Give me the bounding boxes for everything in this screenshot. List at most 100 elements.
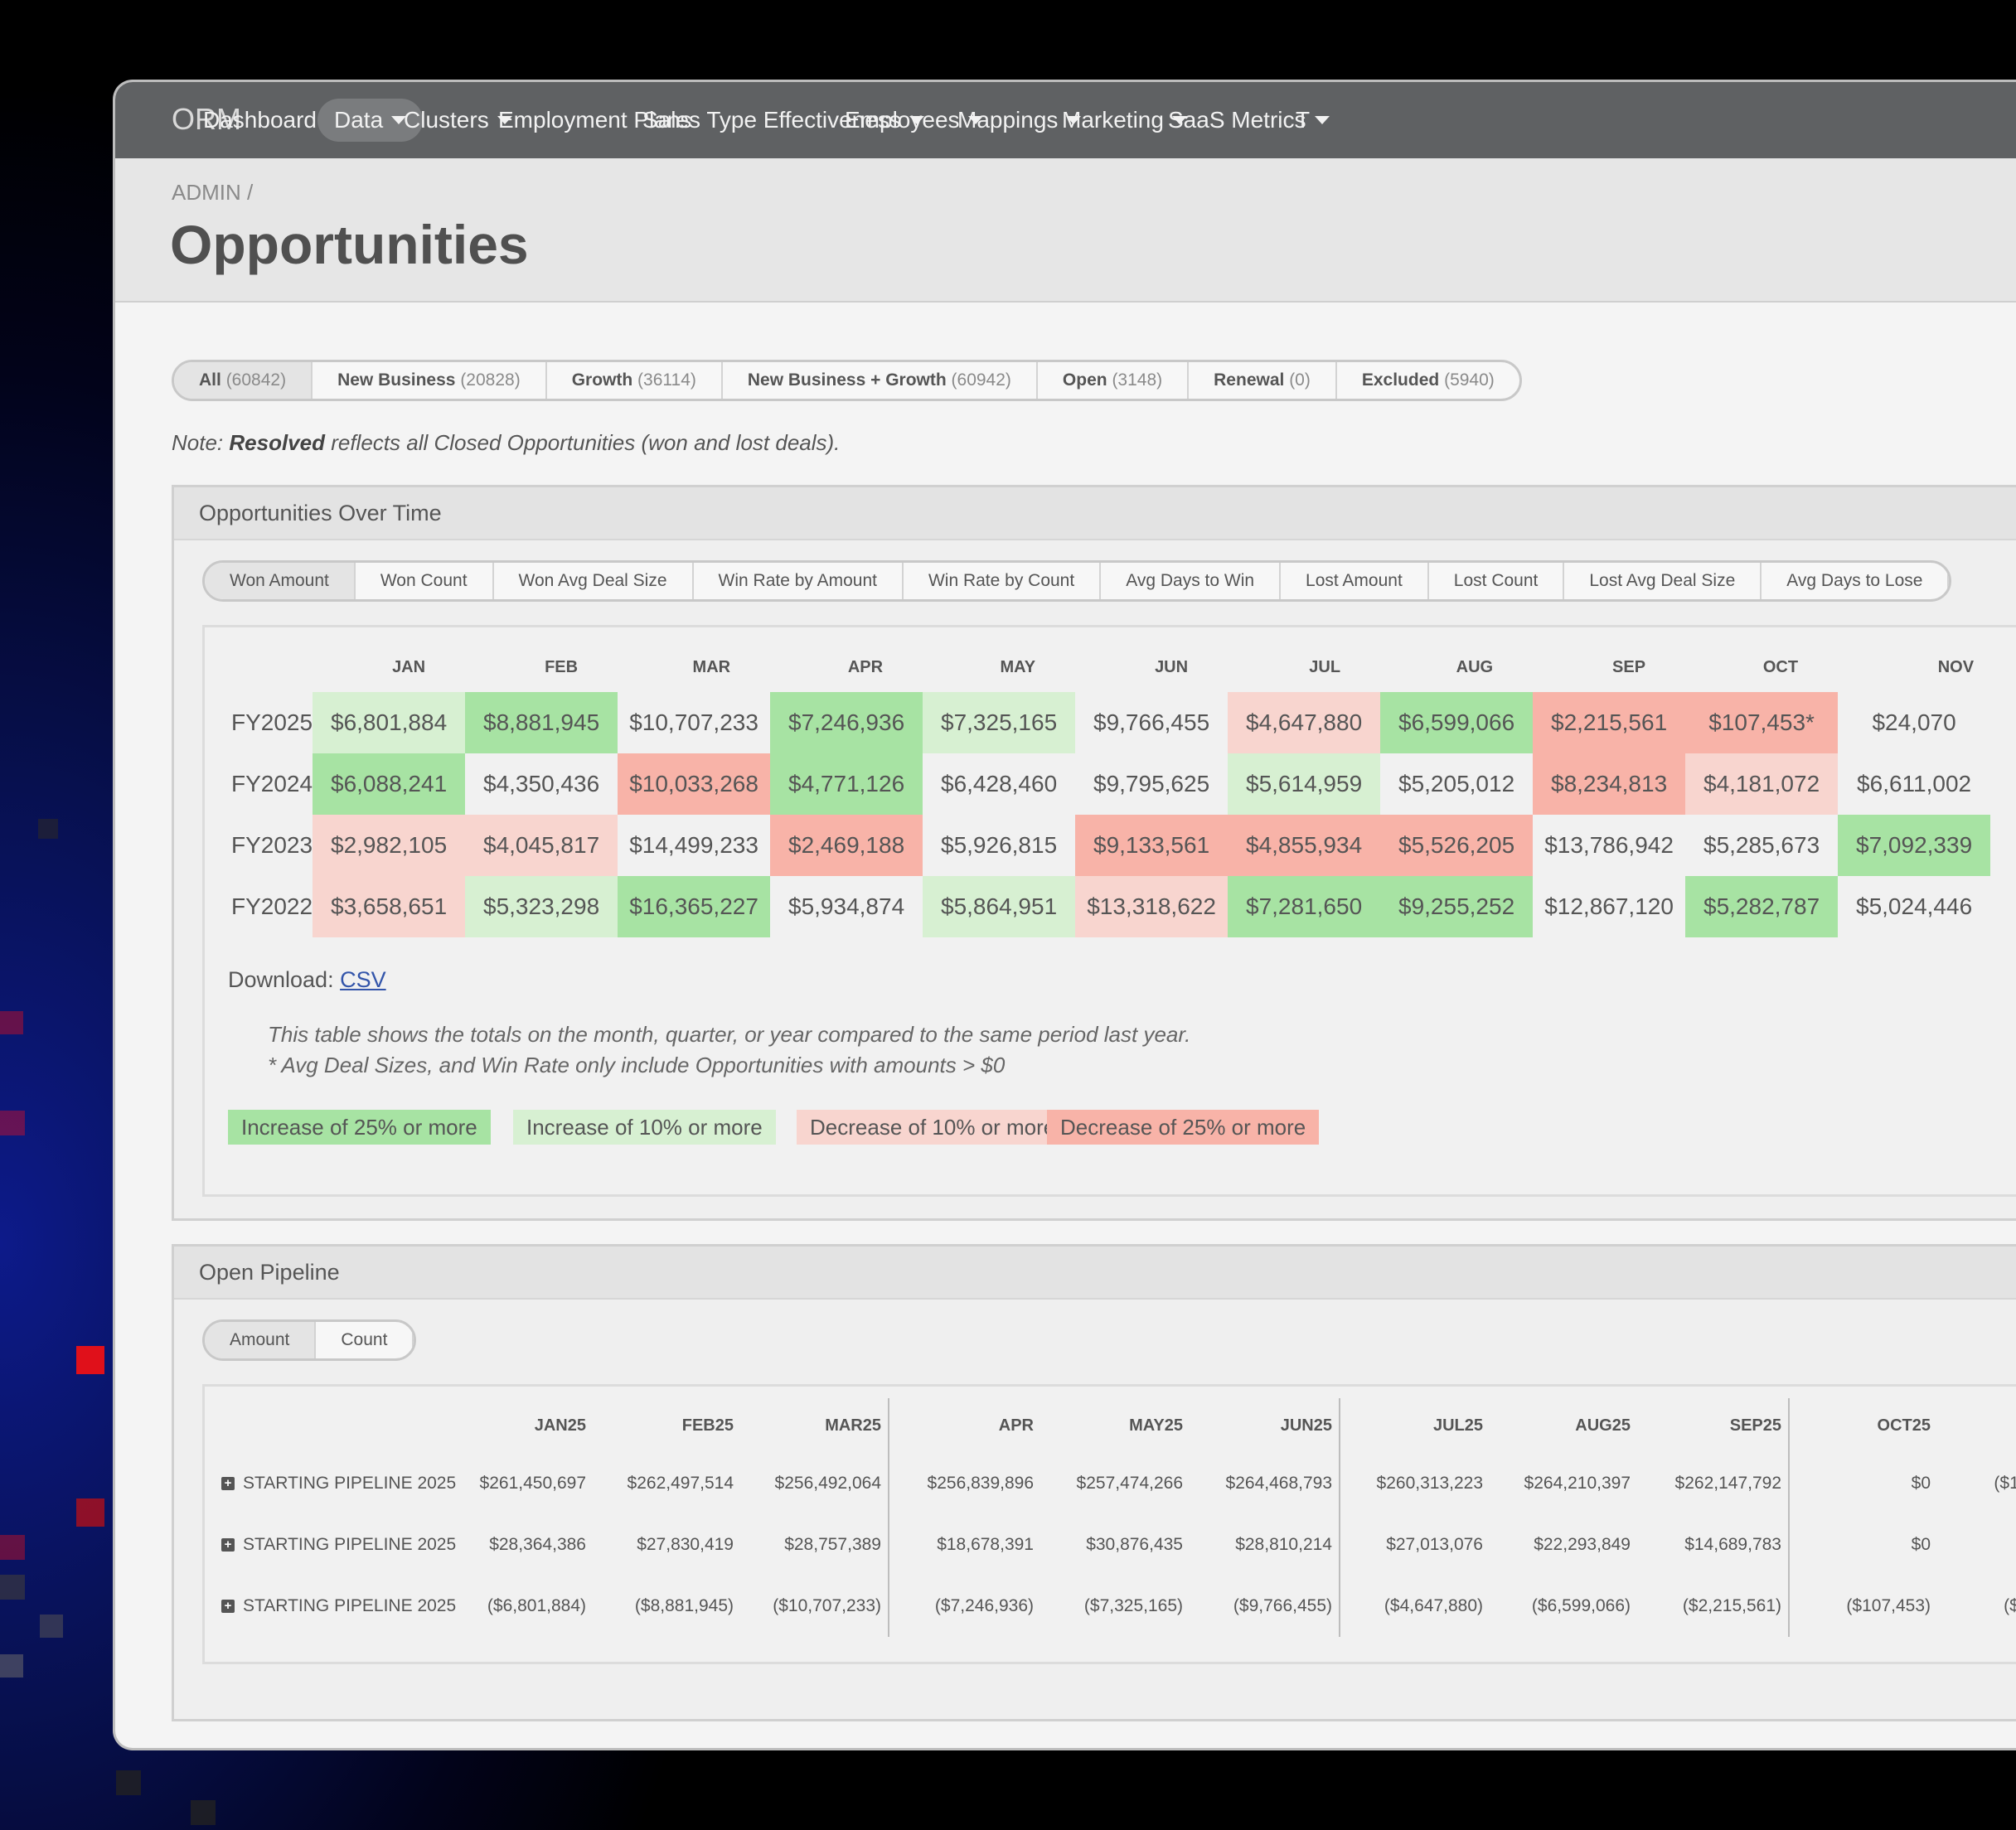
tab-win-rate-by-amount[interactable]: Win Rate by Amount [694, 563, 904, 599]
filter-pill-growth[interactable]: Growth (36114) [547, 362, 723, 399]
amount-cell[interactable]: $6,088,241 [313, 753, 466, 815]
chevron-down-icon [1171, 115, 1187, 124]
amount-cell[interactable]: $3,658,651 [313, 876, 466, 937]
amount-cell[interactable]: $8,234,813 [1533, 753, 1686, 815]
amount-cell[interactable]: $8,881,945 [465, 692, 618, 753]
nav-item-t[interactable]: T [1296, 99, 1310, 142]
amount-cell[interactable]: $7,325,165 [923, 692, 1076, 753]
amount-cell[interactable]: $7,092,339 [1838, 815, 1991, 876]
amount-cell[interactable]: $13,786,942 [1544, 832, 1674, 858]
month-header: JUN25 [1280, 1416, 1332, 1435]
pipeline-value: $261,450,697 [479, 1474, 586, 1493]
legend-decrease-of-25-or-more: Decrease of 25% or more [1047, 1110, 1320, 1145]
pipeline-value: $262,497,514 [627, 1474, 734, 1493]
pipeline-value: $0 [1937, 1514, 2016, 1576]
amount-cell[interactable]: $4,045,817 [465, 815, 618, 876]
tab-lost-avg-deal-size[interactable]: Lost Avg Deal Size [1564, 563, 1762, 599]
filter-pill-open[interactable]: Open (3148) [1038, 362, 1190, 399]
over-time-table-container: JAN FEB MAR APR MAY JUN JUL AUG SEP OCT NOV FY2025 $… [202, 625, 2016, 1197]
pipeline-row-label[interactable]: + STARTING PIPELINE 2025 [205, 1453, 470, 1514]
amount-cell[interactable]: $24,070 [1872, 709, 1956, 735]
amount-cell[interactable]: $4,771,126 [770, 753, 923, 815]
amount-cell[interactable]: $16,365,227 [618, 876, 771, 937]
filter-pill-excluded[interactable]: Excluded (5940) [1337, 362, 1519, 399]
pipeline-row-label[interactable]: + STARTING PIPELINE 2025 [205, 1576, 470, 1637]
nav-item-saas-metrics[interactable]: SaaS Metrics [1168, 99, 1330, 142]
pipeline-row-label[interactable]: + STARTING PIPELINE 2025 [205, 1514, 470, 1576]
brand-logo[interactable]: ORM [172, 102, 241, 136]
filter-pill-new-business[interactable]: New Business (20828) [313, 362, 547, 399]
tab-avg-days-to-win[interactable]: Avg Days to Win [1101, 563, 1282, 599]
amount-cell[interactable]: $9,766,455 [1093, 709, 1210, 735]
nav-item-mappings[interactable]: Mappings [957, 99, 1082, 142]
amount-cell[interactable]: $5,285,673 [1703, 832, 1820, 858]
amount-cell[interactable]: $5,205,012 [1398, 771, 1515, 796]
nav-item-data[interactable]: Data [317, 99, 424, 142]
amount-cell[interactable]: $5,614,959 [1228, 753, 1381, 815]
nav-item-employees[interactable]: Employees [845, 99, 983, 142]
tab-won-count[interactable]: Won Count [356, 563, 494, 599]
expand-plus-icon[interactable]: + [221, 1477, 235, 1491]
amount-cell[interactable]: $5,323,298 [465, 876, 618, 937]
year-label: FY2022 [231, 893, 313, 919]
amount-cell[interactable]: $10,707,233 [629, 709, 758, 735]
pipeline-value: $257,474,266 [1076, 1474, 1183, 1493]
amount-cell[interactable]: $9,795,625 [1093, 771, 1210, 796]
amount-cell[interactable]: $4,350,436 [483, 771, 600, 796]
amount-cell[interactable]: $107,453* [1685, 692, 1839, 753]
expand-plus-icon[interactable]: + [221, 1600, 235, 1614]
tab-lost-count[interactable]: Lost Count [1429, 563, 1565, 599]
amount-cell[interactable]: $4,647,880 [1228, 692, 1381, 753]
nav-item-clusters[interactable]: Clusters [404, 99, 512, 142]
amount-cell[interactable]: $5,864,951 [923, 876, 1076, 937]
expand-plus-icon[interactable]: + [221, 1538, 235, 1552]
amount-cell[interactable]: $2,982,105 [313, 815, 466, 876]
amount-cell[interactable]: $7,281,650 [1228, 876, 1381, 937]
filter-pill-renewal[interactable]: Renewal (0) [1189, 362, 1337, 399]
tab-count[interactable]: Count [316, 1322, 414, 1358]
amount-cell[interactable]: $2,215,561 [1533, 692, 1686, 753]
filter-pill-new-business-growth[interactable]: New Business + Growth (60942) [723, 362, 1038, 399]
tab-win-rate-by-count[interactable]: Win Rate by Count [904, 563, 1102, 599]
csv-download-link[interactable]: CSV [340, 967, 386, 992]
nav-item-marketing[interactable]: Marketing [1062, 99, 1187, 142]
amount-cell[interactable]: $5,934,874 [788, 893, 905, 919]
amount-cell[interactable]: $13,318,622 [1075, 876, 1228, 937]
amount-cell[interactable]: $14,499,233 [629, 832, 758, 858]
heat-row-fy2025: FY2025 $6,801,884 $8,881,945 $10,707,233 $7,… [216, 692, 1990, 753]
breadcrumb[interactable]: ADMIN / [172, 180, 254, 205]
amount-cell[interactable]: $10,033,268 [618, 753, 771, 815]
amount-cell[interactable]: $6,801,884 [313, 692, 466, 753]
nav-item-label: Marketing [1062, 107, 1164, 133]
pipeline-table-container: JAN25 FEB25 MAR25 APR MAY25 JUN25 JUL25 AUG25 SE… [202, 1384, 2016, 1664]
amount-cell[interactable]: $5,926,815 [941, 832, 1058, 858]
amount-cell[interactable]: $6,428,460 [941, 771, 1058, 796]
amount-cell[interactable]: $2,469,188 [770, 815, 923, 876]
amount-cell[interactable]: $7,246,936 [770, 692, 923, 753]
nav-item-sales-type-effectiveness[interactable]: Sales Type Effectiveness [642, 99, 924, 142]
nav-item-employment-plans[interactable]: Employment Plans [498, 99, 691, 142]
amount-cell[interactable]: $6,599,066 [1380, 692, 1534, 753]
tab-won-avg-deal-size[interactable]: Won Avg Deal Size [494, 563, 694, 599]
legend-increase-of-25-or-more: Increase of 25% or more [228, 1110, 491, 1145]
tab-amount[interactable]: Amount [205, 1322, 317, 1358]
tab-avg-days-to-lose[interactable]: Avg Days to Lose [1762, 563, 1950, 599]
amount-cell[interactable]: $5,526,205 [1380, 815, 1534, 876]
month-header: SEP [1612, 657, 1646, 676]
amount-cell[interactable]: $6,611,002 [1857, 771, 1972, 796]
tab-won-amount[interactable]: Won Amount [205, 563, 356, 599]
page-header [115, 158, 2016, 303]
tab-lost-amount[interactable]: Lost Amount [1281, 563, 1429, 599]
filter-pill-all[interactable]: All (60842) [174, 362, 313, 399]
filter-label: All [199, 370, 221, 390]
amount-cell[interactable]: $5,282,787 [1685, 876, 1839, 937]
amount-cell[interactable]: $4,855,934 [1228, 815, 1381, 876]
metric-tabs: Won Amount Won Count Won Avg Deal Size Win … [202, 560, 1952, 602]
nav-item-label: SaaS Metrics [1168, 107, 1306, 133]
amount-cell[interactable]: $5,024,446 [1856, 893, 1973, 919]
amount-cell[interactable]: $9,133,561 [1075, 815, 1228, 876]
amount-cell[interactable]: $4,181,072 [1685, 753, 1839, 815]
filter-count: (0) [1289, 370, 1311, 390]
amount-cell[interactable]: $12,867,120 [1544, 893, 1674, 919]
amount-cell[interactable]: $9,255,252 [1380, 876, 1534, 937]
